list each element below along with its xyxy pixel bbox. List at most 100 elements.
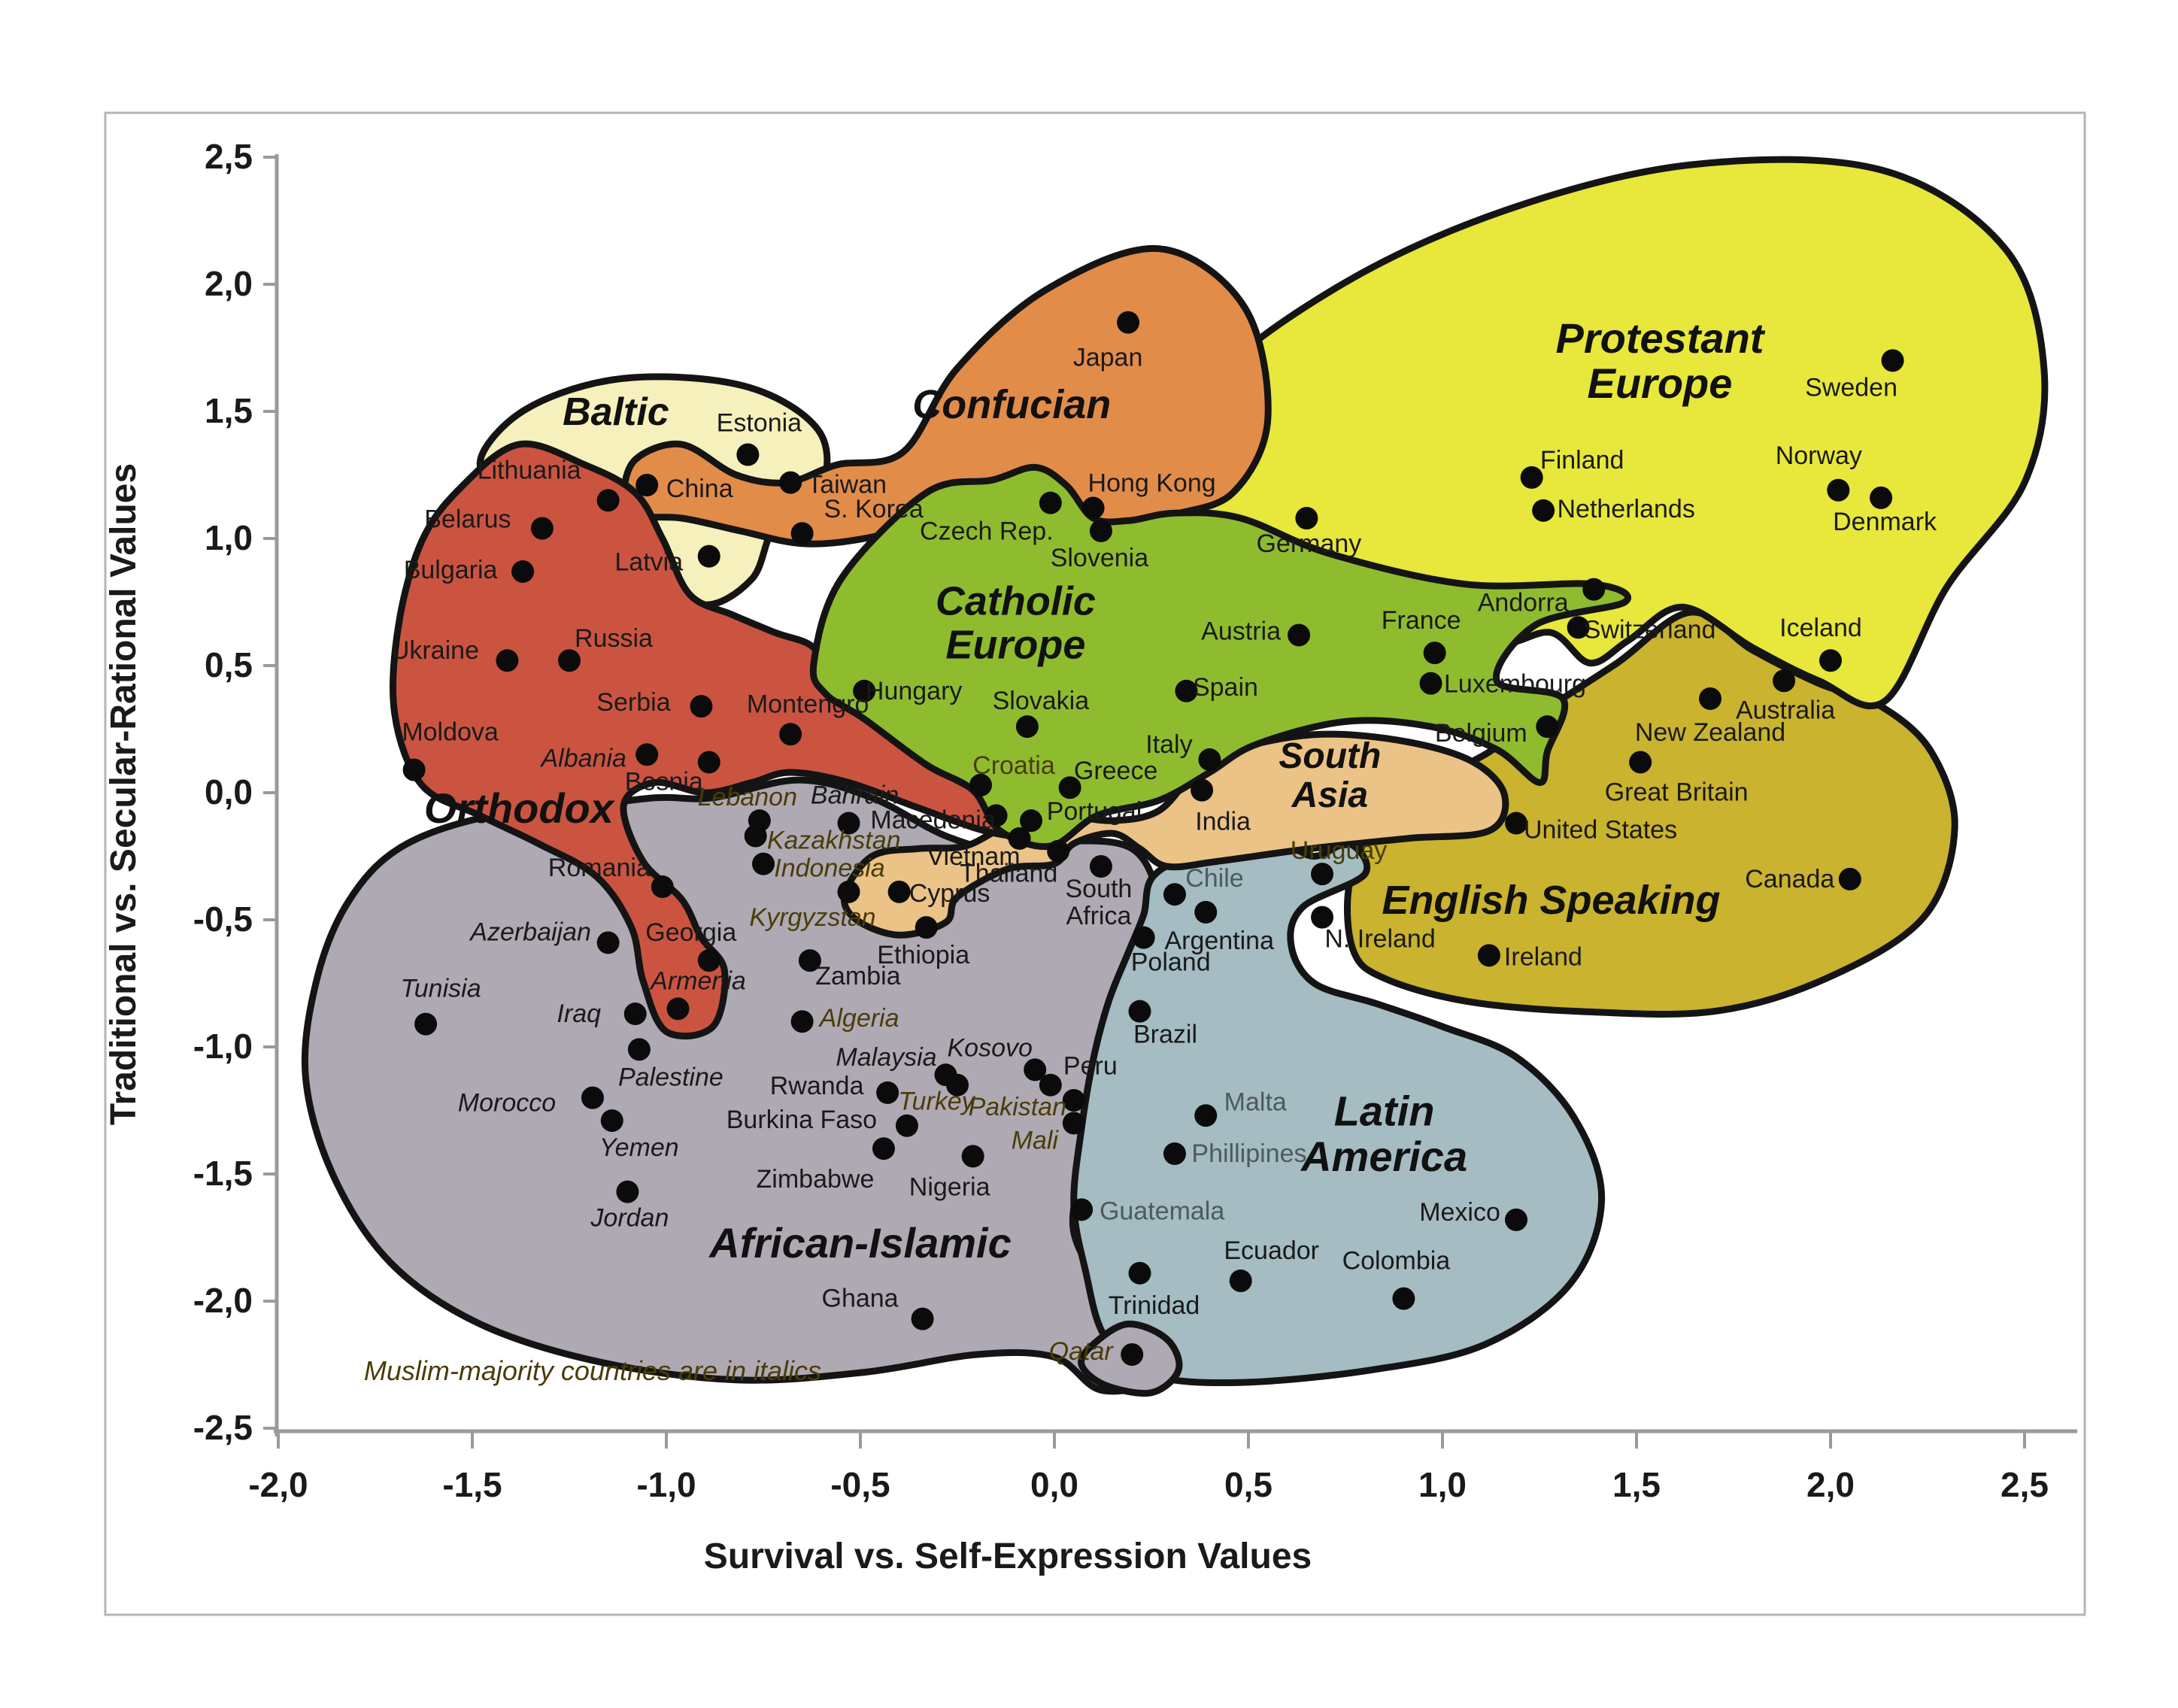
country-label-south-africa: Africa (1066, 902, 1131, 930)
cluster-blob-catholic (809, 463, 1632, 851)
country-dot-macedonia (984, 804, 1008, 827)
country-label-albania: Albania (539, 744, 626, 772)
country-dot-zambia (798, 949, 821, 972)
country-label-zimbabwe: Zimbabwe (757, 1165, 875, 1194)
country-dot-slovakia (1015, 715, 1039, 739)
country-dot-greece (1058, 776, 1081, 799)
country-dot-n-ireland (1311, 906, 1334, 929)
cluster-label-protestant: Protestant (1555, 314, 1765, 362)
country-dot-turkey (946, 1073, 969, 1097)
country-label-japan: Japan (1073, 344, 1143, 372)
country-label-guatemala: Guatemala (1100, 1197, 1224, 1225)
country-label-cyprus: Cyprus (909, 879, 990, 908)
country-label-malta: Malta (1224, 1088, 1287, 1116)
country-dot-cyprus (887, 880, 911, 903)
country-dot-uruguay (1311, 863, 1334, 886)
country-dot-burkina-faso (895, 1114, 918, 1137)
x-tick-label: 2,0 (1806, 1465, 1855, 1504)
country-dot-luxembourg (1419, 672, 1442, 695)
country-label-zambia: Zambia (815, 962, 900, 991)
country-label-ukraine: Ukraine (391, 636, 479, 665)
country-dot-finland (1520, 466, 1543, 489)
country-dot-indonesia (752, 852, 775, 875)
country-label-pakistan: Pakistan (969, 1093, 1066, 1121)
country-label-ecuador: Ecuador (1224, 1236, 1319, 1265)
country-label-kazakhstan: Kazakhstan (767, 826, 901, 854)
country-dot-iraq (623, 1003, 647, 1026)
y-tick-label: -0,5 (193, 900, 253, 939)
country-dot-france (1423, 642, 1446, 665)
y-tick-label: 0,0 (205, 772, 253, 812)
country-dot-bulgaria (511, 560, 535, 583)
country-dot-estonia (736, 443, 760, 466)
country-dot-hungary (853, 679, 876, 702)
country-label-bahrain: Bahrain (811, 781, 899, 810)
cluster-label-catholic: Catholic (936, 578, 1096, 623)
country-label-macedonia: Macedonia (870, 805, 995, 834)
country-label-south-africa: South (1065, 875, 1132, 903)
country-dot-ecuador (1229, 1269, 1252, 1292)
country-dot-ukraine (496, 649, 519, 672)
country-dot-colombia (1392, 1287, 1415, 1310)
country-label-belgium: Belgium (1435, 719, 1527, 748)
country-label-morocco: Morocco (458, 1089, 556, 1118)
country-dot-armenia (666, 997, 690, 1021)
country-label-italy: Italy (1145, 730, 1192, 759)
x-tick-label: 0,0 (1030, 1465, 1078, 1504)
y-tick-label: -2,0 (193, 1281, 253, 1320)
country-label-algeria: Algeria (818, 1004, 899, 1033)
country-label-croatia: Croatia (972, 751, 1055, 780)
y-tick-label: -1,0 (193, 1027, 253, 1066)
country-label-australia: Australia (1736, 696, 1835, 724)
country-label-norway: Norway (1776, 441, 1862, 470)
country-dot-mali (1062, 1112, 1085, 1135)
country-label-taiwan: Taiwan (807, 471, 887, 499)
country-label-china: China (666, 475, 733, 503)
country-label-greece: Greece (1074, 757, 1158, 785)
country-dot-czech-rep- (1039, 491, 1062, 514)
country-dot-azerbaijan (596, 931, 620, 954)
country-dot-latvia (697, 545, 720, 568)
country-dot-sweden (1881, 349, 1904, 372)
country-label-russia: Russia (575, 624, 653, 653)
y-tick-label: 1,0 (205, 518, 253, 557)
country-label-germany: Germany (1256, 529, 1361, 558)
country-dot-taiwan (779, 471, 802, 494)
country-dot-yemen (600, 1109, 623, 1133)
country-label-trinidad: Trinidad (1109, 1291, 1200, 1320)
y-tick-label: 0,5 (205, 645, 253, 684)
country-label-qatar: Qatar (1049, 1337, 1115, 1366)
cluster-label-orthodox: Orthodox (424, 784, 616, 832)
country-dot-belgium (1536, 715, 1559, 739)
x-tick-label: -0,5 (830, 1465, 890, 1504)
x-tick-label: 1,0 (1418, 1465, 1467, 1504)
country-label-tunisia: Tunisia (401, 975, 481, 1003)
country-dot-new-zealand (1699, 687, 1722, 710)
country-dot-poland (1132, 926, 1155, 949)
country-label-rwanda: Rwanda (770, 1072, 864, 1100)
country-dot-phillipines (1163, 1142, 1186, 1165)
country-label-estonia: Estonia (717, 408, 802, 437)
country-dot-italy (1198, 748, 1221, 772)
cluster-label-south_asia: South (1279, 736, 1381, 776)
cluster-blob-african (301, 776, 1173, 1395)
country-dot-serbia (690, 695, 713, 718)
country-dot-mexico (1505, 1208, 1528, 1231)
country-label-n-ireland: N. Ireland (1324, 925, 1435, 954)
country-dot-kazakhstan (744, 824, 767, 848)
country-dot-romania (651, 875, 674, 899)
country-dot-australia (1773, 669, 1796, 693)
country-dot-japan (1117, 311, 1140, 334)
country-dot-kosovo (1024, 1058, 1047, 1082)
country-label-uruguay: Uruguay (1291, 836, 1388, 865)
country-dot-netherlands (1532, 499, 1555, 522)
country-label-burkina-faso: Burkina Faso (727, 1106, 877, 1134)
country-label-peru: Peru (1063, 1052, 1118, 1081)
country-label-azerbaijan: Azerbaijan (469, 918, 591, 946)
country-dot-jordan (616, 1180, 639, 1203)
country-label-brazil: Brazil (1133, 1021, 1197, 1049)
country-dot-bosnia (697, 751, 720, 774)
country-label-jordan: Jordan (590, 1204, 669, 1233)
